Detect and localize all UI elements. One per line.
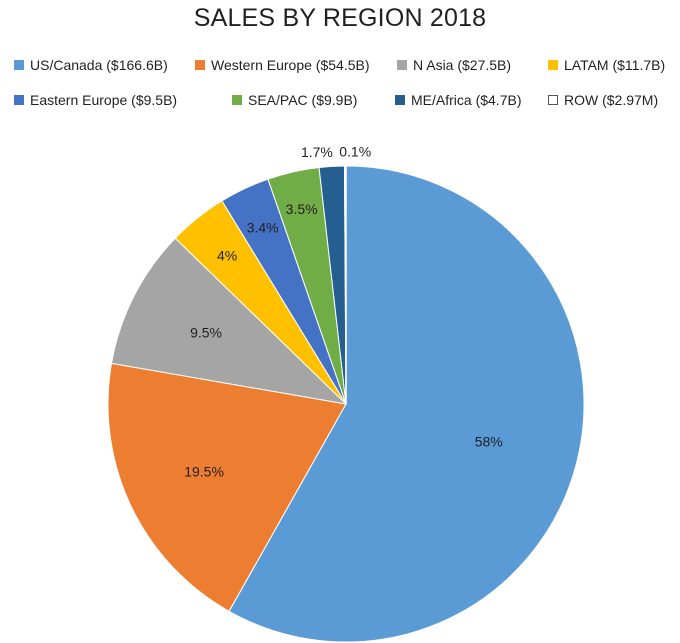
slice-label-us-canada: 58% — [475, 433, 503, 449]
legend-item-us-canada: US/Canada ($166.6B) — [14, 57, 168, 73]
legend-swatch-me-africa — [395, 95, 405, 105]
legend-swatch-latam — [548, 60, 558, 70]
legend-item-sea-pac: SEA/PAC ($9.9B) — [232, 92, 357, 108]
pie-slice-western-europe — [107, 362, 347, 612]
slice-label-me-africa: 1.7% — [301, 144, 333, 160]
legend-swatch-eastern-europe — [14, 95, 24, 105]
legend-item-n-asia: N Asia ($27.5B) — [397, 57, 511, 73]
slice-label-sea-pac: 3.5% — [286, 201, 318, 217]
slice-label-n-asia: 9.5% — [190, 325, 222, 341]
legend-swatch-n-asia — [397, 60, 407, 70]
legend-item-me-africa: ME/Africa ($4.7B) — [395, 92, 521, 108]
chart-title: SALES BY REGION 2018 — [193, 4, 487, 32]
legend-item-eastern-europe: Eastern Europe ($9.5B) — [14, 92, 177, 108]
legend-swatch-sea-pac — [232, 95, 242, 105]
legend-label-n-asia: N Asia ($27.5B) — [413, 57, 512, 73]
legend-swatch-western-europe — [195, 60, 205, 70]
legend-label-sea-pac: SEA/PAC ($9.9B) — [248, 92, 358, 108]
slice-label-eastern-europe: 3.4% — [247, 220, 279, 236]
legend-label-eastern-europe: Eastern Europe ($9.5B) — [30, 92, 178, 108]
legend-label-us-canada: US/Canada ($166.6B) — [30, 57, 168, 73]
legend-swatch-row — [548, 95, 558, 105]
legend-label-me-africa: ME/Africa ($4.7B) — [411, 92, 522, 108]
pie-slice-us-canada — [228, 165, 585, 643]
legend-swatch-us-canada — [14, 60, 24, 70]
slice-label-latam: 4% — [217, 247, 237, 263]
legend: US/Canada ($166.6B) Western Europe ($54.… — [0, 0, 680, 120]
slice-label-row: 0.1% — [339, 144, 371, 160]
legend-label-latam: LATAM ($11.7B) — [564, 57, 666, 73]
legend-item-row: ROW ($2.97M) — [548, 92, 658, 108]
legend-item-western-europe: Western Europe ($54.5B) — [195, 57, 370, 73]
legend-item-latam: LATAM ($11.7B) — [548, 57, 665, 73]
pie-slice-n-asia — [110, 237, 348, 405]
legend-label-western-europe: Western Europe ($54.5B) — [211, 57, 370, 73]
legend-label-row: ROW ($2.97M) — [564, 92, 659, 108]
slice-label-western-europe: 19.5% — [184, 463, 224, 479]
